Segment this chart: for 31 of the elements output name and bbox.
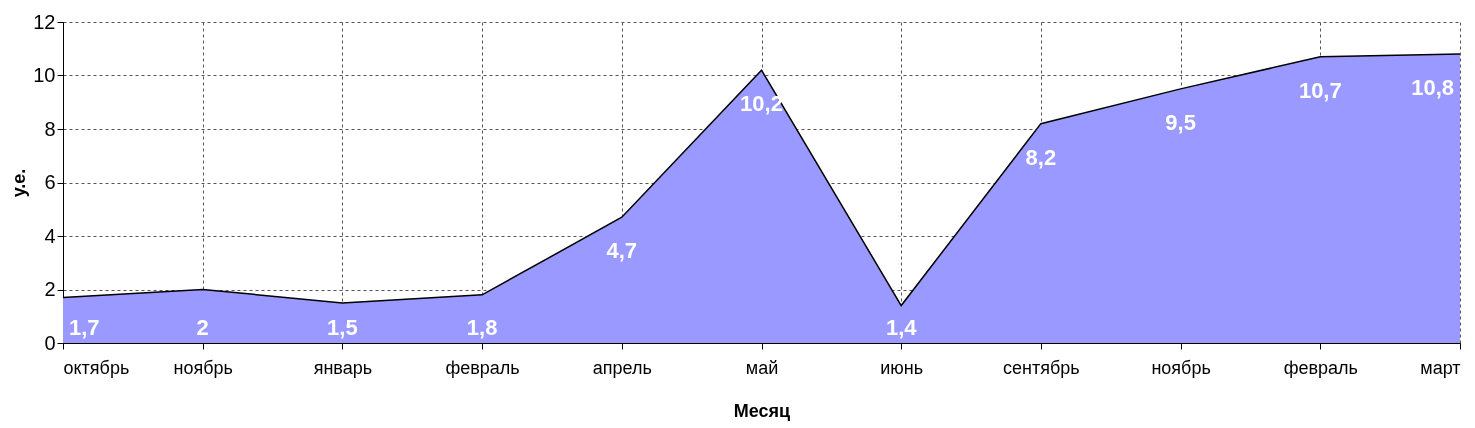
- y-tick-label: 0: [44, 331, 56, 354]
- y-tick-label: 6: [44, 171, 56, 193]
- x-tick-label: февраль: [445, 357, 520, 378]
- y-tick-label: 4: [44, 224, 56, 247]
- data-label: 10,7: [1298, 77, 1342, 103]
- data-label: 1,5: [327, 315, 358, 340]
- y-tick-label: 2: [44, 278, 56, 300]
- data-label: 1,8: [466, 315, 498, 340]
- x-tick-label: октябрь: [63, 357, 130, 378]
- x-tick-label: июнь: [880, 357, 924, 378]
- y-tick-label: 10: [33, 64, 56, 86]
- data-label: 1,4: [885, 315, 918, 340]
- data-label: 10,2: [740, 91, 783, 117]
- data-label: 10,8: [1411, 75, 1454, 101]
- data-label: 9,5: [1165, 109, 1196, 135]
- x-tick-label: январь: [313, 357, 373, 378]
- y-tick-label: 8: [44, 117, 56, 140]
- x-tick-label: февраль: [1283, 357, 1358, 378]
- data-label: 4,7: [606, 238, 638, 264]
- y-axis-title: у.е.: [9, 168, 30, 198]
- x-tick-label: апрель: [592, 357, 652, 378]
- x-tick-label: ноябрь: [173, 357, 233, 378]
- data-label: 1,7: [69, 315, 100, 340]
- data-label: 2: [196, 315, 209, 340]
- x-tick-label: ноябрь: [1151, 357, 1211, 378]
- x-tick-label: март: [1420, 357, 1461, 378]
- x-axis-title: Месяц: [733, 400, 791, 421]
- y-tick-label: 12: [33, 10, 56, 33]
- x-tick-label: сентябрь: [1003, 357, 1080, 378]
- x-tick-label: май: [745, 357, 779, 378]
- data-label: 8,2: [1025, 144, 1057, 170]
